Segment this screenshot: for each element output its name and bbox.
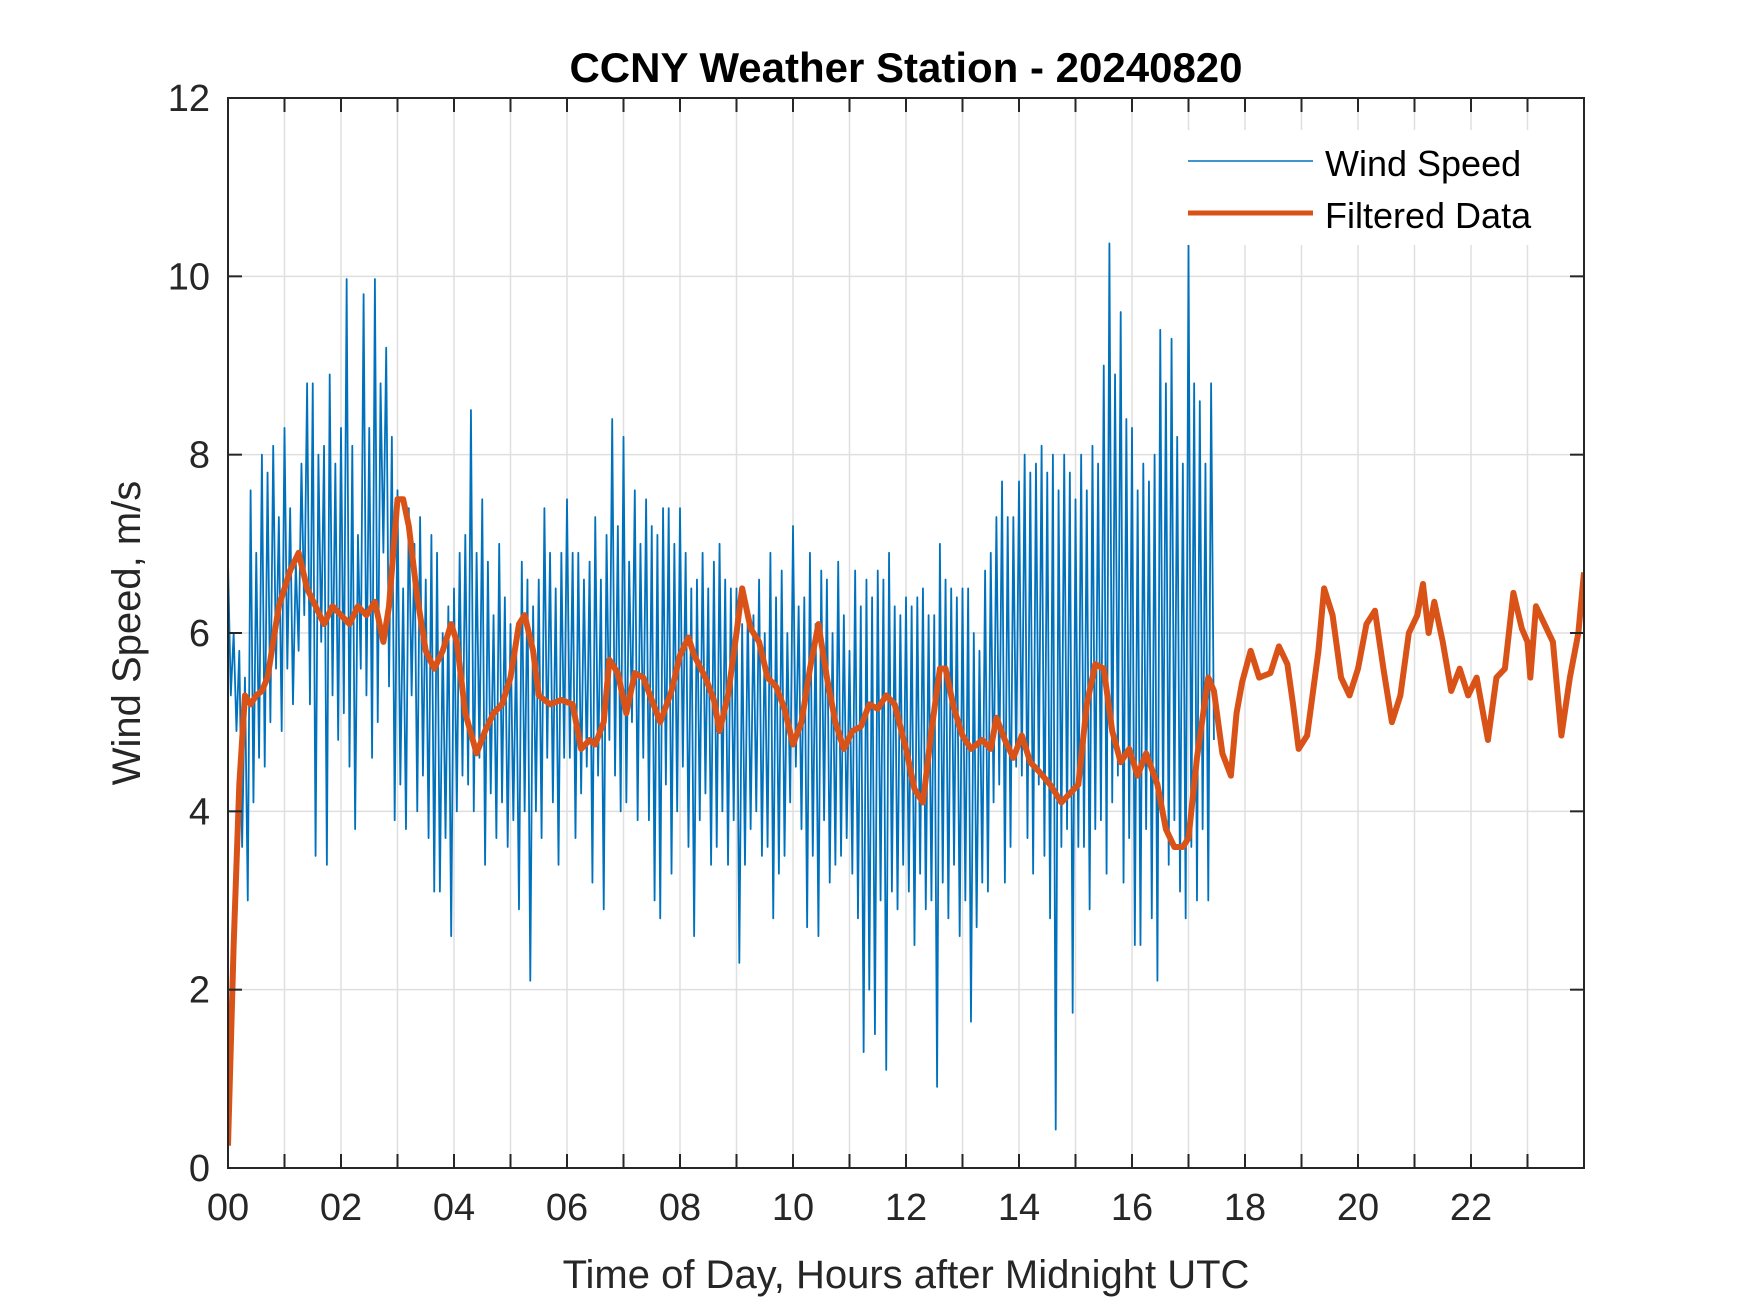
y-axis-label: Wind Speed, m/s — [105, 481, 149, 786]
x-tick-label: 02 — [320, 1187, 362, 1229]
x-tick-label: 18 — [1224, 1187, 1266, 1229]
axes — [227, 97, 1585, 1169]
x-tick-label: 22 — [1450, 1187, 1492, 1229]
series-line-wind-speed — [228, 242, 1215, 1131]
x-axis-label: Time of Day, Hours after Midnight UTC — [563, 1253, 1250, 1297]
chart-title: CCNY Weather Station - 20240820 — [569, 44, 1242, 91]
x-tick-label: 06 — [546, 1187, 588, 1229]
legend: Wind Speed Filtered Data — [1180, 130, 1575, 245]
legend-label-wind-speed: Wind Speed — [1325, 143, 1521, 184]
y-tick-label: 6 — [189, 613, 210, 655]
x-tick-label: 10 — [772, 1187, 814, 1229]
y-tick-label: 0 — [189, 1148, 210, 1190]
y-tick-label: 8 — [189, 435, 210, 477]
x-tick-label: 04 — [433, 1187, 475, 1229]
x-tick-label: 20 — [1337, 1187, 1379, 1229]
y-tick-label: 10 — [168, 256, 210, 298]
legend-background — [1180, 130, 1575, 245]
x-tick-label: 08 — [659, 1187, 701, 1229]
legend-label-filtered-data: Filtered Data — [1325, 195, 1532, 236]
y-tick-label: 4 — [189, 791, 210, 833]
y-tick-label: 12 — [168, 78, 210, 120]
axes-box — [227, 97, 1585, 1169]
x-tick-label: 16 — [1111, 1187, 1153, 1229]
series-layer — [228, 242, 1584, 1146]
x-tick-label: 12 — [885, 1187, 927, 1229]
x-tick-label: 00 — [207, 1187, 249, 1229]
series-line-filtered-data — [228, 496, 1584, 1146]
x-tick-label: 14 — [998, 1187, 1040, 1229]
y-tick-label: 2 — [189, 970, 210, 1012]
